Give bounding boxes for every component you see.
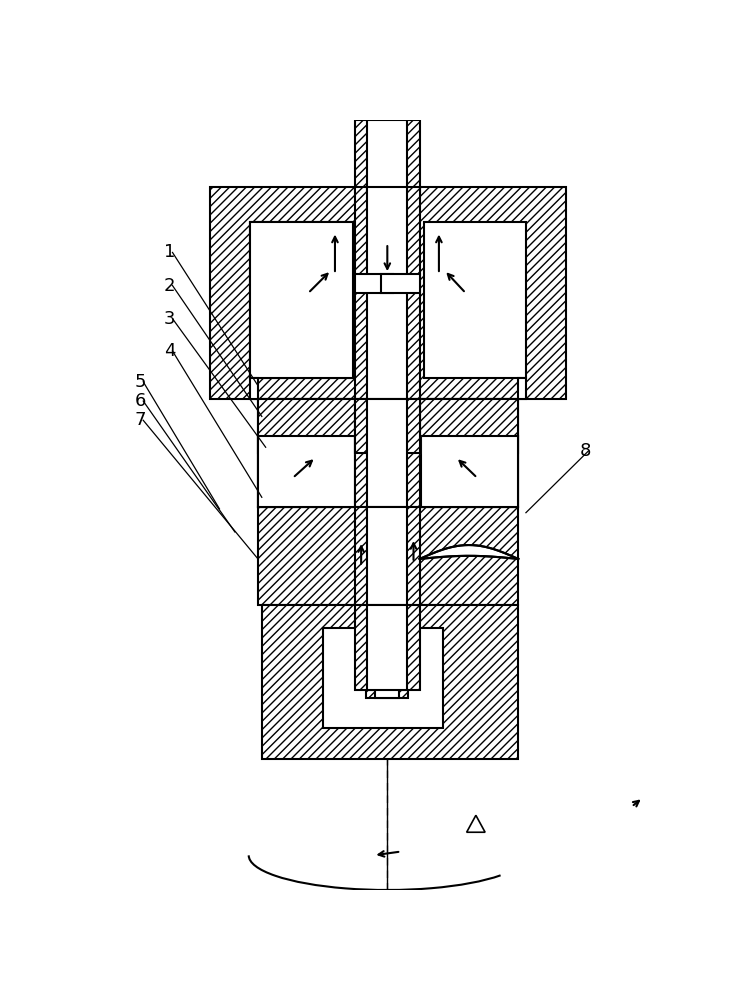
Bar (250, 378, 258, 399)
Bar (323, 628, 442, 728)
Bar (355, 274, 393, 293)
Bar (365, 636, 408, 698)
Bar (355, 605, 420, 690)
Bar (258, 507, 518, 605)
Bar (367, 399, 408, 507)
Bar (367, 507, 408, 605)
Polygon shape (467, 815, 485, 832)
Bar (258, 436, 355, 507)
Bar (355, 399, 420, 453)
Bar (367, 120, 408, 192)
Bar (381, 274, 420, 293)
Bar (210, 187, 566, 399)
Bar (258, 399, 518, 507)
Bar (355, 507, 420, 605)
Bar (258, 399, 518, 453)
Text: 1: 1 (164, 243, 175, 261)
Bar (258, 436, 355, 507)
Bar (262, 605, 518, 759)
Bar (367, 187, 408, 399)
Text: 6: 6 (134, 392, 146, 410)
Bar (355, 399, 420, 507)
Bar (424, 222, 526, 378)
Bar (250, 222, 353, 378)
Text: 3: 3 (164, 310, 175, 328)
Polygon shape (420, 545, 518, 559)
Text: 7: 7 (134, 411, 146, 429)
Bar (250, 222, 353, 378)
Text: 2: 2 (164, 277, 175, 295)
Bar (367, 605, 408, 690)
Text: 8: 8 (580, 442, 591, 460)
Text: 5: 5 (134, 373, 146, 391)
Bar (421, 436, 518, 507)
Bar (355, 187, 420, 399)
Text: 4: 4 (164, 342, 175, 360)
Bar (518, 378, 526, 399)
Bar (421, 436, 518, 507)
Bar (375, 636, 399, 698)
Bar (355, 399, 420, 453)
Bar (355, 120, 420, 192)
